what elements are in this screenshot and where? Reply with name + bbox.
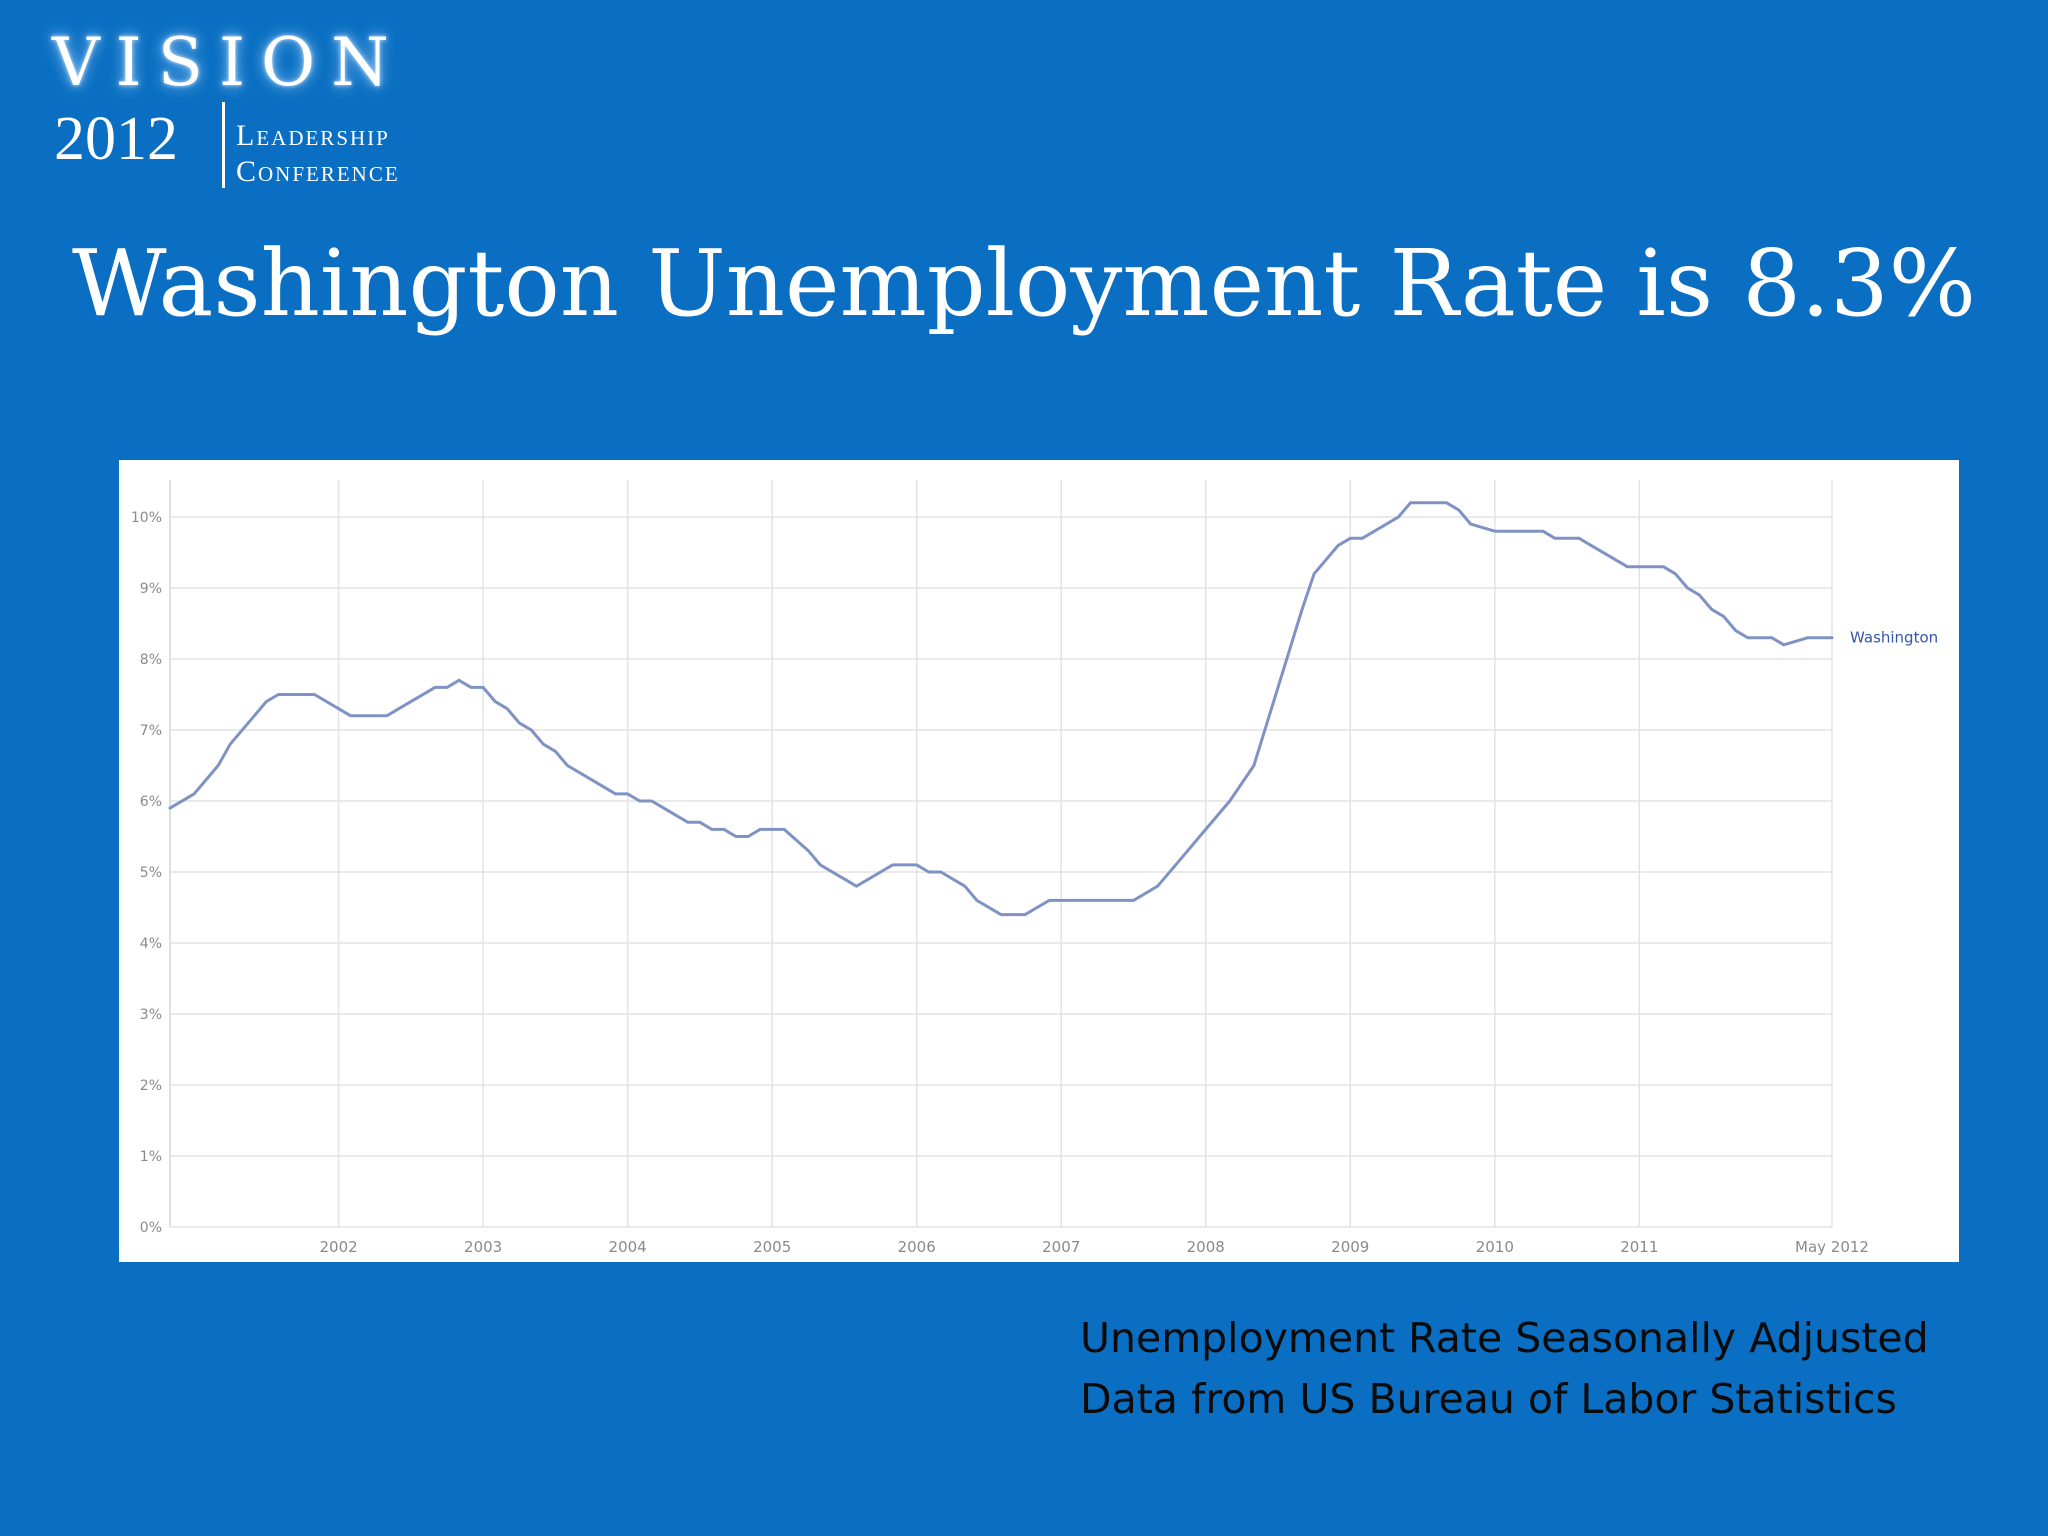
y-tick-label: 2% xyxy=(140,1078,162,1094)
logo-divider xyxy=(222,102,225,188)
x-tick-label: 2007 xyxy=(1042,1238,1080,1256)
x-tick-label: May 2012 xyxy=(1795,1238,1869,1256)
source-note-line-2: Data from US Bureau of Labor Statistics xyxy=(1080,1375,1897,1423)
x-tick-label: 2011 xyxy=(1620,1238,1658,1256)
y-tick-label: 9% xyxy=(140,581,162,597)
y-tick-label: 4% xyxy=(140,936,162,952)
logo-vision-text: VISION xyxy=(52,24,405,101)
x-tick-label: 2003 xyxy=(464,1238,502,1256)
y-tick-label: 7% xyxy=(140,723,162,739)
x-tick-label: 2004 xyxy=(609,1238,647,1256)
unemployment-line-chart: 0% 1% 2% 3% 4% 5% 6% 7% 8% 9% 10% 2002 2003 2004 2005 2… xyxy=(131,480,1938,1256)
y-tick-label: 3% xyxy=(140,1007,162,1023)
series-label: Washington xyxy=(1850,629,1938,647)
y-tick-label: 6% xyxy=(140,794,162,810)
x-tick-label: 2005 xyxy=(753,1238,791,1256)
logo-conference-text: Conference xyxy=(236,155,400,188)
y-tick-label: 8% xyxy=(140,652,162,668)
y-tick-label: 10% xyxy=(131,510,162,526)
x-tick-label: 2006 xyxy=(898,1238,936,1256)
y-tick-label: 1% xyxy=(140,1149,162,1165)
x-tick-label: 2008 xyxy=(1187,1238,1225,1256)
chart-panel: 0% 1% 2% 3% 4% 5% 6% 7% 8% 9% 10% 2002 2003 2004 2005 2… xyxy=(119,460,1959,1262)
chart-source-note: Unemployment Rate Seasonally Adjusted Da… xyxy=(1080,1308,1929,1430)
conference-logo: VISION 2012 Leadership Conference xyxy=(52,24,452,188)
y-tick-label: 5% xyxy=(140,865,162,881)
logo-year-text: 2012 xyxy=(54,105,178,173)
y-tick-label: 0% xyxy=(140,1220,162,1236)
source-note-line-1: Unemployment Rate Seasonally Adjusted xyxy=(1080,1314,1929,1362)
series-line-washington xyxy=(168,501,1834,917)
x-tick-label: 2002 xyxy=(320,1238,358,1256)
slide-title: Washington Unemployment Rate is 8.3% xyxy=(71,230,1977,337)
logo-leadership-text: Leadership xyxy=(236,119,390,152)
x-tick-label: 2010 xyxy=(1476,1238,1514,1256)
x-tick-label: 2009 xyxy=(1331,1238,1369,1256)
